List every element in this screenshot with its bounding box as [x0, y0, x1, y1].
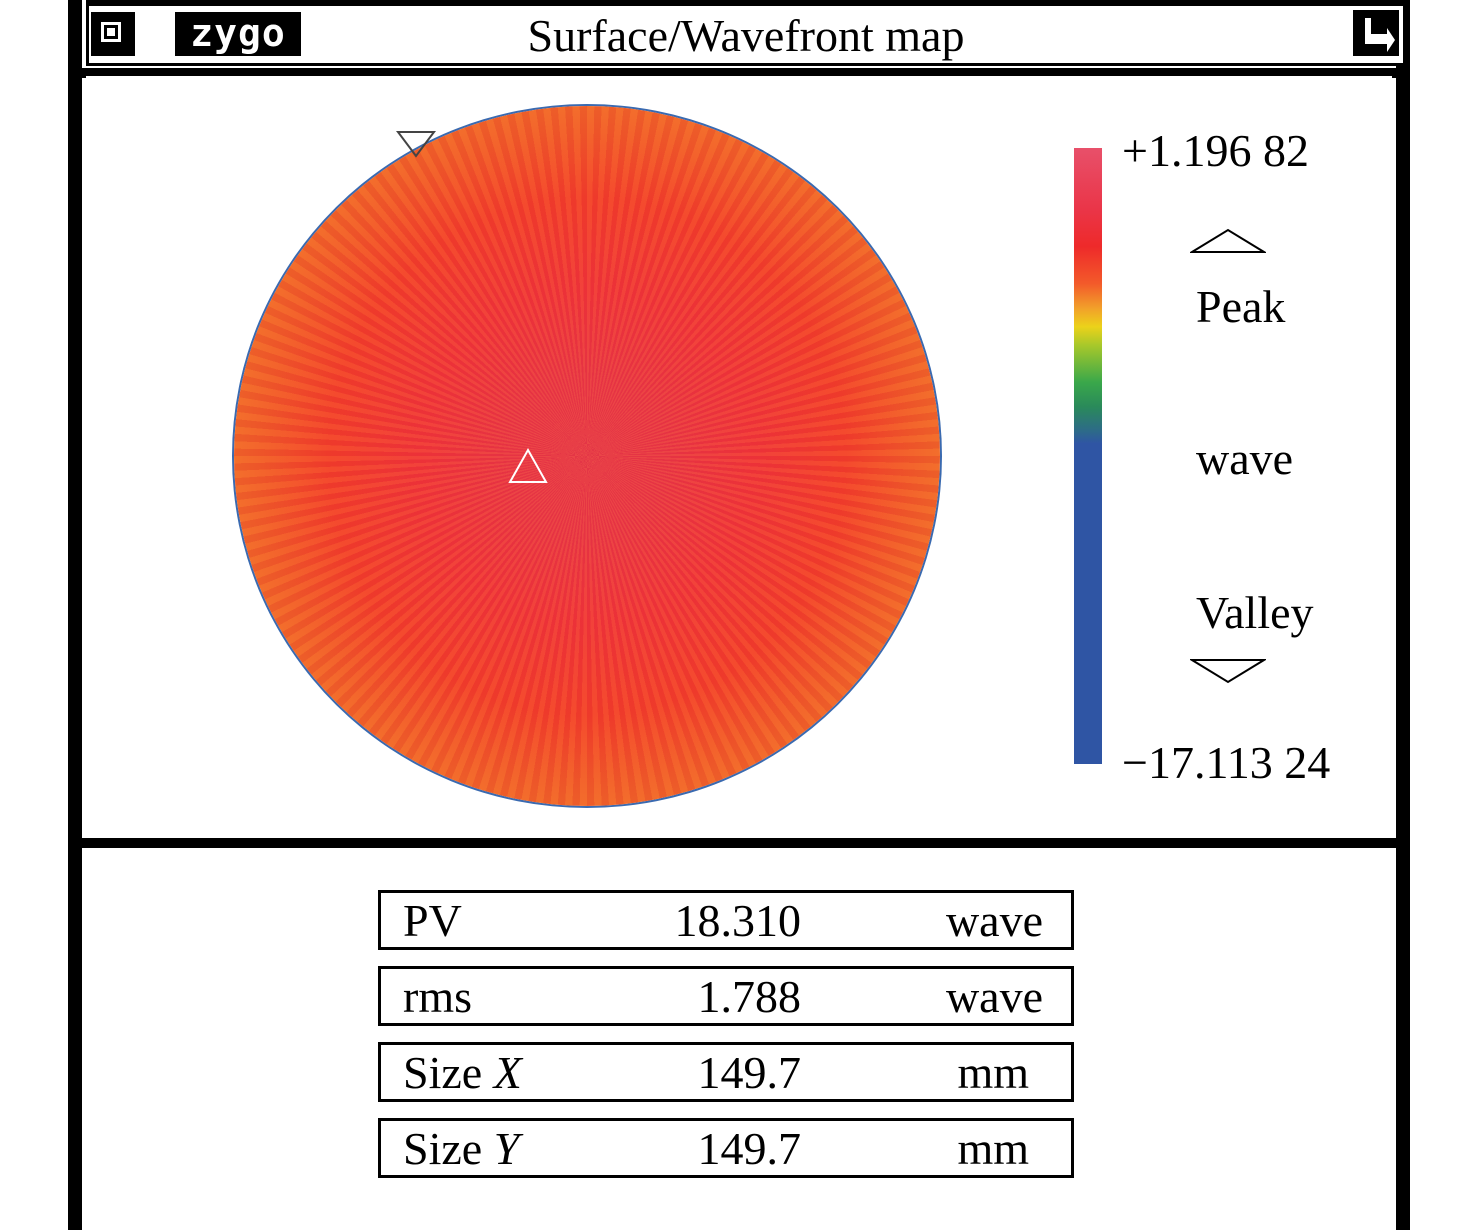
stat-value: 149.7 — [697, 1123, 802, 1174]
map-divider — [82, 838, 1396, 848]
stat-row-rms: rms 1.788 wave — [378, 966, 1074, 1026]
wavefront-disk[interactable] — [234, 106, 940, 806]
stat-name: Size Y — [403, 1123, 520, 1174]
disk-texture — [234, 106, 940, 806]
valley-label: Valley — [1196, 587, 1314, 638]
stat-unit: wave — [945, 971, 1043, 1022]
color-scale-bar — [1074, 148, 1102, 764]
scale-min-value: −17.113 24 — [1122, 737, 1331, 788]
stat-row-size-x: Size X 149.7 mm — [378, 1042, 1074, 1102]
title-bar: zygo Surface/Wavefront map — [86, 0, 1406, 66]
stat-name: PV — [403, 895, 462, 946]
stat-row-pv: PV 18.310 wave — [378, 890, 1074, 950]
map-panel: +1.196 82 Peak wave Valley −17.113 24 — [86, 76, 1392, 838]
zygo-logo: zygo — [175, 12, 301, 56]
unit-label: wave — [1196, 433, 1294, 484]
resize-arrow-icon[interactable] — [1353, 10, 1399, 56]
valley-triangle-icon — [1190, 659, 1266, 684]
scale-max-value: +1.196 82 — [1122, 125, 1309, 176]
stat-unit: mm — [957, 1123, 1029, 1174]
stats-table: PV 18.310 wave rms 1.788 wave Size X 149… — [378, 890, 1074, 1194]
peak-triangle-icon — [1190, 228, 1266, 253]
stat-value: 1.788 — [697, 971, 802, 1022]
peak-label: Peak — [1196, 281, 1286, 332]
stat-row-size-y: Size Y 149.7 mm — [378, 1118, 1074, 1178]
center-triangle-icon — [508, 447, 548, 483]
notch-marker-icon — [396, 131, 436, 158]
stat-name: Size X — [403, 1047, 522, 1098]
stat-value: 149.7 — [697, 1047, 802, 1098]
menu-box-icon[interactable] — [91, 12, 135, 56]
window-title: Surface/Wavefront map — [527, 10, 965, 61]
stat-unit: mm — [957, 1047, 1029, 1098]
stat-name: rms — [403, 971, 472, 1022]
stat-unit: wave — [945, 895, 1043, 946]
title-divider — [82, 68, 1396, 78]
stat-value: 18.310 — [674, 895, 802, 946]
wavefront-window: zygo Surface/Wavefront map +1.196 82 Pea… — [68, 0, 1410, 1230]
